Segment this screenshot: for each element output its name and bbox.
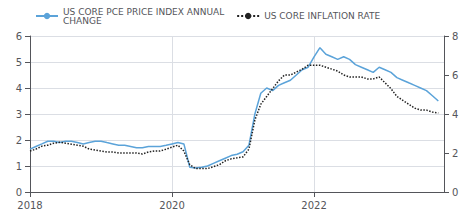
svg-text:2022: 2022 <box>301 200 326 211</box>
svg-text:2018: 2018 <box>17 200 42 211</box>
svg-text:2020: 2020 <box>159 200 184 211</box>
svg-text:1: 1 <box>16 161 22 172</box>
svg-text:6: 6 <box>16 31 22 42</box>
svg-text:5: 5 <box>16 57 22 68</box>
svg-text:US CORE INFLATION RATE: US CORE INFLATION RATE <box>264 11 380 21</box>
svg-text:4: 4 <box>452 109 458 120</box>
svg-text:US CORE PCE PRICE INDEX ANNUAL: US CORE PCE PRICE INDEX ANNUAL <box>63 6 225 17</box>
svg-text:2: 2 <box>452 148 458 159</box>
svg-text:4: 4 <box>16 83 22 94</box>
svg-text:8: 8 <box>452 31 458 42</box>
svg-text:CHANGE: CHANGE <box>63 16 102 26</box>
svg-text:0: 0 <box>16 187 22 198</box>
svg-text:3: 3 <box>16 109 22 120</box>
svg-text:2: 2 <box>16 135 22 146</box>
svg-text:6: 6 <box>452 70 458 81</box>
svg-text:0: 0 <box>452 187 458 198</box>
